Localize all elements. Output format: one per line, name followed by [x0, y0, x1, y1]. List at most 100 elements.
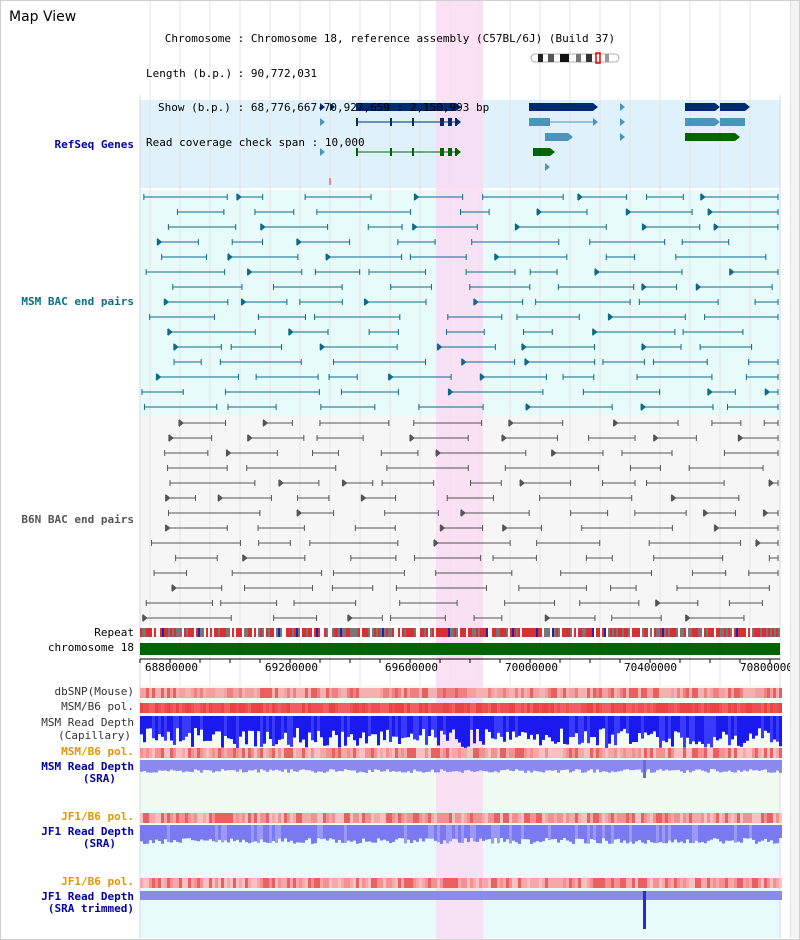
msm-b6-pol-2-cell: [182, 748, 185, 758]
jf1-b6-pol-2-cell: [293, 878, 296, 888]
jf1-sra-depth-bar: [707, 825, 710, 841]
msm-sra-depth-bar: [668, 760, 671, 771]
dbsnp-cell: [602, 688, 605, 698]
repeat-segment: [610, 628, 612, 637]
msm-b6-pol-2-cell: [329, 748, 332, 758]
jf1-b6-pol-2-cell: [566, 878, 569, 888]
msm-capillary-depth-bar: [215, 716, 218, 732]
jf1-b6-pol-cell: [377, 813, 380, 823]
dbsnp-cell: [641, 688, 644, 698]
dbsnp-cell: [458, 688, 461, 698]
repeat-segment: [438, 628, 440, 637]
dbsnp-cell: [224, 688, 227, 698]
msm-b6-pol-cell: [275, 703, 278, 713]
repeat-segment: [248, 628, 250, 637]
label-b6n-bac[interactable]: B6N BAC end pairs: [21, 513, 134, 526]
gene-11-strand-arrow: [456, 148, 461, 156]
msm-capillary-depth-bar: [320, 716, 323, 738]
msm-capillary-depth-bar: [455, 716, 458, 740]
msm-b6-pol-2-cell: [680, 748, 683, 758]
jf1-b6-pol-2-cell: [272, 878, 275, 888]
msm-capillary-depth-bar: [533, 716, 536, 740]
repeat-segment: [186, 628, 188, 637]
gene-marker: [330, 103, 335, 111]
msm-b6-pol-2-cell: [356, 748, 359, 758]
jf1-b6-pol-cell: [557, 813, 560, 823]
msm-capillary-depth-bar: [371, 716, 374, 735]
dbsnp-cell: [593, 688, 596, 698]
msm-bac-arrow: [708, 208, 714, 216]
jf1-sra-depth-bar: [221, 825, 224, 843]
dbsnp-cell: [755, 688, 758, 698]
dbsnp-cell: [284, 688, 287, 698]
repeat-segment: [374, 628, 376, 637]
gene-marker: [545, 163, 550, 171]
jf1-b6-pol-cell: [536, 813, 539, 823]
jf1-b6-pol-2-cell: [140, 878, 143, 888]
jf1-b6-pol-2-cell: [731, 878, 734, 888]
jf1-b6-pol-cell: [437, 813, 440, 823]
repeat-segment: [418, 628, 420, 637]
jf1-trim-depth-bar: [458, 891, 461, 900]
dbsnp-cell: [542, 688, 545, 698]
dbsnp-cell: [695, 688, 698, 698]
label-refseq-genes[interactable]: RefSeq Genes: [54, 138, 134, 151]
jf1-b6-pol-2-cell: [164, 878, 167, 888]
jf1-b6-pol-2-cell: [470, 878, 473, 888]
msm-sra-depth-bar: [557, 760, 560, 773]
jf1-b6-pol-cell: [353, 813, 356, 823]
msm-b6-pol-cell: [596, 703, 599, 713]
label-msm-bac[interactable]: MSM BAC end pairs: [21, 295, 134, 308]
jf1-trim-depth-bar: [608, 891, 611, 900]
repeat-segment: [658, 628, 660, 637]
msm-b6-pol-2-cell: [377, 748, 380, 758]
jf1-b6-pol-2-cell: [461, 878, 464, 888]
jf1-sra-depth-bar: [644, 825, 647, 844]
jf1-sra-depth-bar: [350, 825, 353, 842]
vertical-scrollbar[interactable]: [790, 0, 799, 938]
repeat-segment: [352, 628, 354, 637]
jf1-trim-depth-bar: [761, 891, 764, 900]
msm-capillary-depth-bar: [257, 716, 260, 732]
msm-capillary-depth-bar: [752, 716, 755, 739]
jf1-b6-pol-cell: [605, 813, 608, 823]
jf1-b6-pol-cell: [392, 813, 395, 823]
dbsnp-cell: [452, 688, 455, 698]
msm-sra-depth-bar: [512, 760, 515, 772]
msm-capillary-depth-bar: [293, 716, 296, 738]
chromosome-ideogram[interactable]: [530, 52, 622, 64]
msm-sra-depth-bar: [467, 760, 470, 770]
jf1-trim-depth-bar: [404, 891, 407, 900]
msm-sra-depth-bar: [176, 760, 179, 771]
msm-capillary-depth-bar: [383, 716, 386, 741]
msm-b6-pol-cell: [227, 703, 230, 713]
repeat-segment: [340, 628, 342, 637]
msm-sra-depth-bar: [146, 760, 149, 773]
msm-b6-pol-cell: [308, 703, 311, 713]
repeat-segment: [694, 628, 696, 637]
repeat-segment: [148, 628, 150, 637]
jf1-trim-depth-bar: [248, 891, 251, 900]
gene-6-strand-arrow: [593, 118, 598, 126]
msm-sra-depth-bar: [659, 760, 662, 770]
msm-sra-depth-bar: [578, 760, 581, 770]
jf1-b6-pol-cell: [266, 813, 269, 823]
jf1-b6-pol-cell: [560, 813, 563, 823]
label-msm-read-depth-sra: MSM Read Depth: [41, 760, 134, 773]
jf1-b6-pol-cell: [341, 813, 344, 823]
b6n-bac-arrow: [218, 494, 224, 502]
msm-sra-depth-bar: [545, 760, 548, 771]
jf1-sra-depth-bar: [311, 825, 314, 844]
repeat-segment: [578, 628, 580, 637]
jf1-b6-pol-2-cell: [680, 878, 683, 888]
repeat-segment: [630, 628, 632, 637]
jf1-trim-depth-bar: [518, 891, 521, 900]
repeat-segment: [280, 628, 282, 637]
jf1-trim-depth-bar: [314, 891, 317, 900]
dbsnp-cell: [320, 688, 323, 698]
repeat-segment: [304, 628, 306, 637]
msm-sra-depth-bar: [209, 760, 212, 771]
msm-sra-depth-bar: [302, 760, 305, 770]
dbsnp-cell: [689, 688, 692, 698]
